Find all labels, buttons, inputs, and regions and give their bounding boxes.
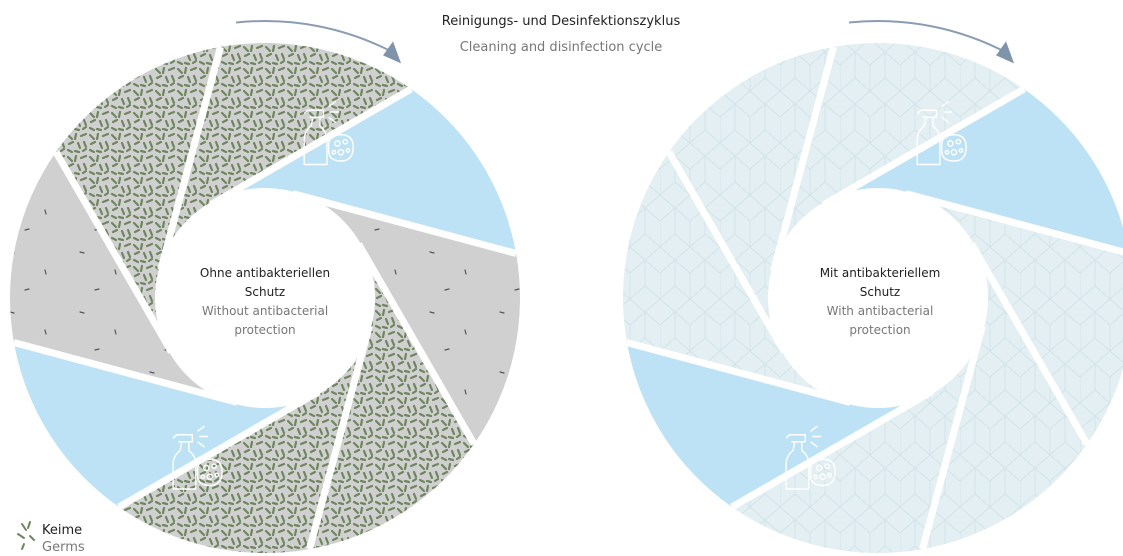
- germ: [22, 524, 26, 530]
- legend-sublabel: Germs: [42, 538, 85, 556]
- wheel-label: Mit antibakteriellem Schutz: [810, 264, 950, 302]
- wheel-sublabel: With antibacterial protection: [810, 302, 950, 340]
- title: Reinigungs- und Desinfektionszyklus: [361, 12, 761, 31]
- subtitle: Cleaning and disinfection cycle: [361, 38, 761, 57]
- wheel-sublabel: Without antibacterial protection: [195, 302, 335, 340]
- arrow-head: [996, 41, 1014, 63]
- page: Reinigungs- und Desinfektionszyklus Clea…: [0, 0, 1123, 556]
- germ: [28, 522, 30, 528]
- germ: [30, 536, 34, 540]
- germ-icon: [18, 522, 34, 549]
- germ: [18, 534, 24, 538]
- germ: [22, 544, 24, 549]
- diagram: [0, 0, 1123, 556]
- wheel-label: Ohne antibakteriellen Schutz: [195, 264, 335, 302]
